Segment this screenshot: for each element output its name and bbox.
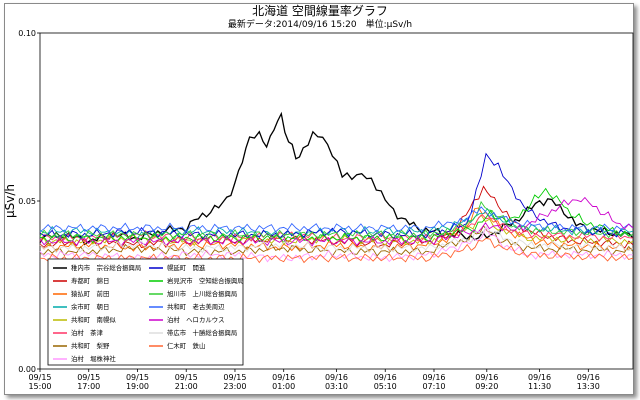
legend-label: 岩見沢市 空知総合振興局 xyxy=(167,276,244,285)
series-line xyxy=(39,200,634,240)
series-line xyxy=(39,226,633,263)
x-tick-time: 21:00 xyxy=(175,382,198,391)
legend-label: 寿都町 錦日 xyxy=(71,276,109,285)
x-tick-time: 19:00 xyxy=(126,382,149,391)
x-tick-date: 09/15 xyxy=(77,373,100,382)
y-tick-label: 0.00 xyxy=(18,365,36,374)
y-tick-label: 0.05 xyxy=(18,197,36,206)
legend-label: 猿払町 前田 xyxy=(71,289,109,298)
x-ticks: 09/1515:0009/1517:0009/1519:0009/1521:00… xyxy=(28,369,600,391)
legend-box xyxy=(47,258,244,366)
legend-label: 泊村 ヘロカルウス xyxy=(167,315,225,324)
x-tick-time: 11:30 xyxy=(528,382,551,391)
legend-label: 余市町 朝日 xyxy=(71,302,109,311)
y-axis-label: μSv/h xyxy=(3,184,17,218)
legend-label: 共和町 南幌似 xyxy=(71,315,116,324)
series-line xyxy=(39,196,634,247)
x-tick-time: 15:00 xyxy=(28,382,51,391)
x-tick-time: 09:20 xyxy=(475,382,498,391)
series-line xyxy=(39,187,634,244)
legend-label: 幌延町 開進 xyxy=(167,263,206,272)
series-line xyxy=(39,214,634,247)
x-tick-date: 09/16 xyxy=(528,373,551,382)
x-tick-date: 09/15 xyxy=(28,373,51,382)
x-tick-date: 09/16 xyxy=(272,373,295,382)
y-tick-label: 0.10 xyxy=(18,29,36,38)
series-line xyxy=(39,207,634,253)
x-tick-date: 09/15 xyxy=(126,373,149,382)
series-line xyxy=(39,225,634,254)
x-tick-time: 23:00 xyxy=(223,382,246,391)
chart-subtitle: 最新データ:2014/09/16 15:20 単位:μSv/h xyxy=(228,18,412,30)
x-tick-time: 05:10 xyxy=(374,382,397,391)
legend-label: 旭川市 上川総合振興局 xyxy=(167,289,237,298)
x-tick-date: 09/16 xyxy=(422,373,445,382)
x-tick-date: 09/16 xyxy=(325,373,348,382)
chart-title: 北海道 空間線量率グラフ xyxy=(252,3,388,18)
legend-label: 仁木町 鉄山 xyxy=(167,341,205,350)
x-tick-time: 07:10 xyxy=(422,382,445,391)
legend-label: 泊村 堀株神社 xyxy=(71,354,116,363)
series-line xyxy=(39,152,634,240)
series-line xyxy=(39,206,634,234)
legend-label: 帯広市 十勝総合振興局 xyxy=(167,328,237,337)
legend-label: 稚内市 宗谷総合振興局 xyxy=(71,263,141,272)
legend-label: 泊村 茶津 xyxy=(71,328,104,337)
x-tick-time: 03:10 xyxy=(325,382,348,391)
x-tick-time: 13:30 xyxy=(577,382,600,391)
legend-label: 共和町 老古美周辺 xyxy=(167,302,225,311)
x-tick-date: 09/15 xyxy=(223,373,246,382)
x-tick-time: 01:00 xyxy=(272,382,295,391)
x-tick-time: 17:00 xyxy=(77,382,100,391)
x-tick-date: 09/16 xyxy=(475,373,498,382)
legend-label: 共和町 梨野 xyxy=(71,341,110,350)
x-tick-date: 09/16 xyxy=(374,373,397,382)
y-ticks: 0.00 0.05 0.10 xyxy=(18,29,40,374)
x-tick-date: 09/15 xyxy=(175,373,198,382)
x-tick-date: 09/16 xyxy=(577,373,600,382)
series-lines xyxy=(39,111,634,264)
series-line xyxy=(39,224,634,257)
